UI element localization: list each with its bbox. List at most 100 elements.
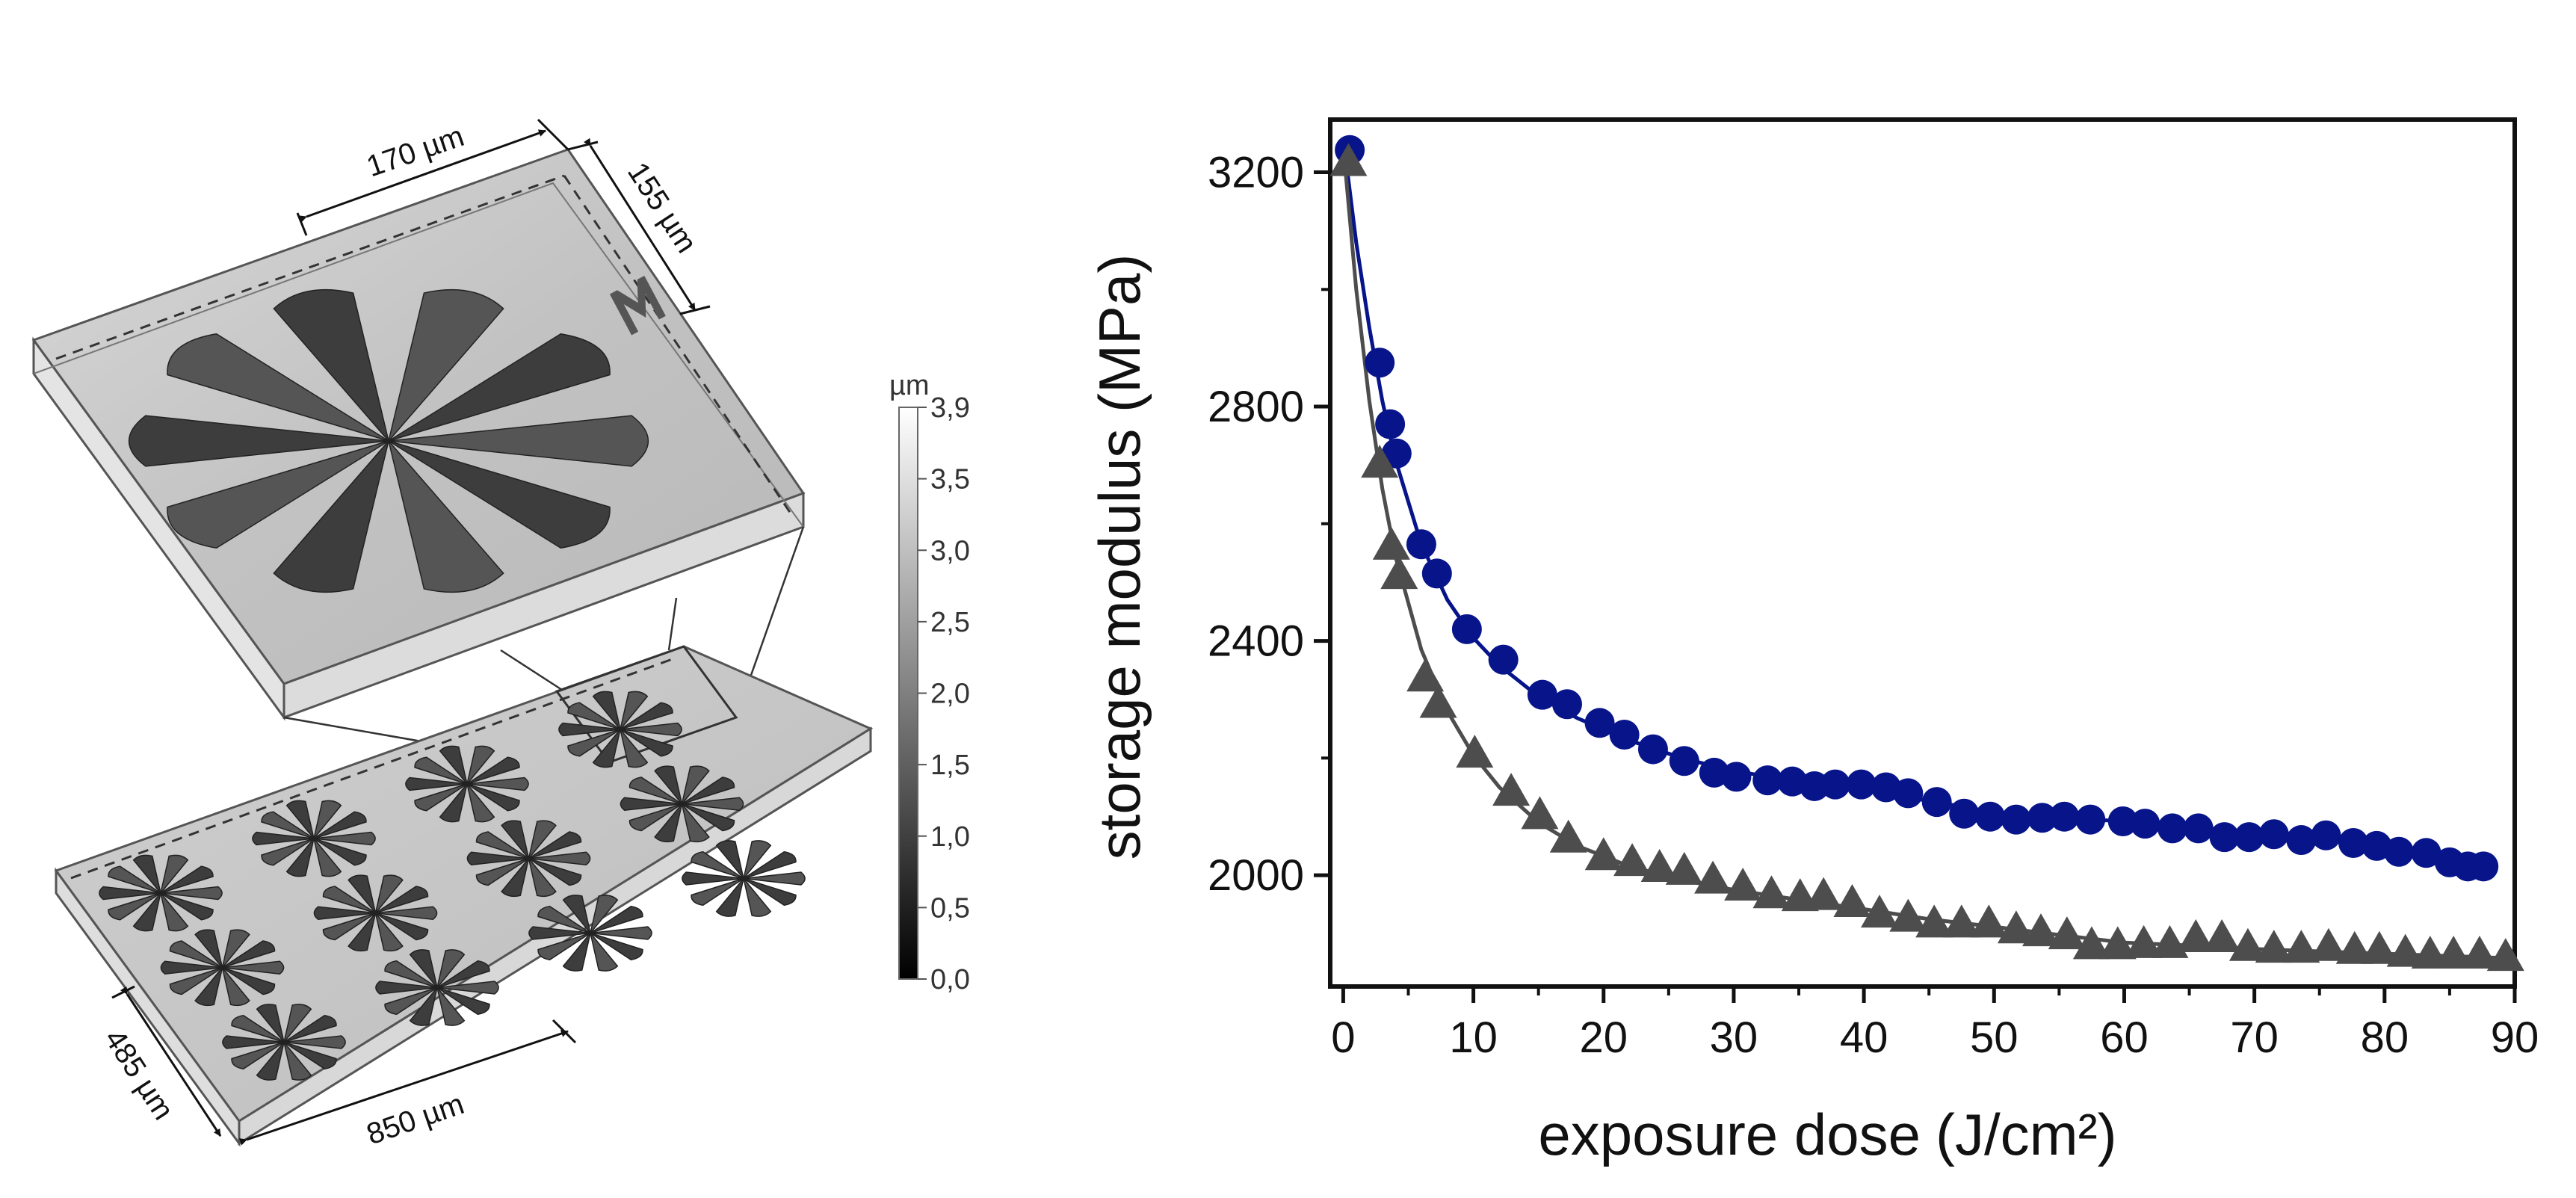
flower-petal xyxy=(743,878,772,917)
flower-petal xyxy=(409,949,438,988)
flower-petal xyxy=(620,691,649,730)
surface-illustration: Ʃ 170 µm 155 µm xyxy=(31,118,970,1151)
y-axis-ticks: 2000 2400 2800 3200 xyxy=(1208,149,1330,900)
data-point-triangles xyxy=(1833,883,1871,917)
colorbar-tick-label: 1,5 xyxy=(930,750,970,781)
flower-petal xyxy=(682,871,744,886)
flower-petal xyxy=(567,702,621,730)
data-point-circles xyxy=(1421,558,1452,589)
flower-petal xyxy=(682,776,735,805)
flower-petal xyxy=(221,929,250,969)
data-point-circles xyxy=(2286,825,2317,856)
data-point-circles xyxy=(2027,803,2057,833)
data-point-triangles xyxy=(2386,933,2424,967)
flower-petal xyxy=(160,865,214,894)
flower-petal xyxy=(132,892,161,932)
data-point-circles xyxy=(1451,614,1482,644)
flower-petal xyxy=(439,783,468,823)
colorbar-unit: µm xyxy=(889,370,930,401)
data-point-triangles xyxy=(1752,875,1791,909)
x-tick-label: 50 xyxy=(1970,1013,2019,1062)
flower-petal xyxy=(475,858,529,886)
y-tick-label: 2000 xyxy=(1208,851,1304,900)
data-point-circles xyxy=(2383,836,2414,867)
flower-petal xyxy=(528,820,557,859)
colorbar-gradient xyxy=(898,407,918,980)
colorbar-tick-label: 2,0 xyxy=(930,679,970,710)
flower-petal xyxy=(388,440,504,593)
data-point-circles xyxy=(1975,801,2006,832)
flower-petal xyxy=(466,851,529,865)
flower-petal xyxy=(590,905,643,934)
x-tick-label: 80 xyxy=(2361,1013,2409,1062)
data-point-circles xyxy=(2258,819,2289,850)
data-point-triangles xyxy=(2282,930,2320,963)
storage-modulus-chart: 0 10 20 30 40 50 60 70 80 90 2000 2400 2800 3200 exp… xyxy=(1087,117,2539,1167)
data-point-circles xyxy=(2209,822,2240,853)
flower-petal xyxy=(222,967,276,995)
flower-small xyxy=(375,949,499,1026)
plot-frame xyxy=(1328,117,2517,989)
flower-petal xyxy=(99,886,161,901)
flower-petal xyxy=(528,858,582,886)
flower-petal xyxy=(436,960,490,989)
data-point-triangles xyxy=(1613,843,1652,877)
colorbar-tick-label: 0,0 xyxy=(930,964,970,995)
flower-petal xyxy=(528,858,557,898)
flower-petal xyxy=(439,745,468,785)
x-tick-label: 0 xyxy=(1331,1013,1355,1062)
flower-petal xyxy=(436,987,490,1016)
data-point-triangles xyxy=(1942,904,1980,938)
data-point-circles xyxy=(2338,827,2369,858)
data-point-circles xyxy=(1527,679,1557,710)
flower-petal xyxy=(375,913,429,941)
flower-petal xyxy=(313,831,376,846)
data-point-triangles xyxy=(1406,658,1445,692)
data-point-circles xyxy=(1752,765,1783,796)
data-point-triangles xyxy=(2048,916,2086,950)
data-point-triangles xyxy=(2098,926,2137,960)
data-point-circles xyxy=(2107,806,2138,836)
data-point-circles xyxy=(1846,769,1877,800)
data-point-triangles xyxy=(1889,898,1927,932)
data-point-triangles xyxy=(2435,935,2473,969)
x-tick-label: 90 xyxy=(2491,1013,2539,1062)
flower-small xyxy=(528,895,652,972)
flower-petal xyxy=(414,756,468,785)
data-point-triangles xyxy=(1372,526,1410,560)
flower-petal xyxy=(620,722,682,737)
flower-petal xyxy=(628,776,682,805)
data-point-triangles xyxy=(1380,556,1418,590)
flower-petal xyxy=(322,886,376,914)
data-point-circles xyxy=(2234,822,2264,853)
data-point-triangles xyxy=(1549,819,1587,853)
data-point-circles xyxy=(2157,813,2187,844)
data-point-circles xyxy=(1375,409,1406,439)
data-point-triangles xyxy=(2151,924,2189,958)
x-tick-label: 10 xyxy=(1449,1013,1498,1062)
x-axis-ticks: 0 10 20 30 40 50 60 70 80 90 xyxy=(1331,987,2539,1062)
fit-curve-circles xyxy=(1342,148,2489,868)
flower-petal xyxy=(313,906,376,920)
flower-petal xyxy=(128,415,389,467)
data-point-triangles xyxy=(2411,935,2449,969)
flower-petal xyxy=(620,702,673,730)
data-point-triangles xyxy=(1419,685,1457,718)
flower-petal xyxy=(466,756,520,785)
flower-petal xyxy=(313,838,367,866)
data-point-triangles xyxy=(1584,837,1622,871)
colorbar-ticks: 3,9 3,5 3,0 2,5 2,0 1,5 1,0 0,5 0,0 xyxy=(918,392,970,995)
data-point-triangles xyxy=(1805,877,1843,910)
flower-large xyxy=(128,288,649,593)
flower-petal xyxy=(620,729,673,757)
dimension-label-top-width: 170 µm xyxy=(362,120,468,183)
data-point-circles xyxy=(1721,762,1752,792)
data-point-circles xyxy=(2075,804,2106,835)
data-point-triangles xyxy=(2309,927,2347,961)
data-point-triangles xyxy=(2460,935,2498,969)
flower-petal xyxy=(194,929,223,969)
data-point-circles xyxy=(1893,778,1924,809)
flower-petal xyxy=(313,811,367,839)
data-point-circles xyxy=(2001,804,2031,835)
